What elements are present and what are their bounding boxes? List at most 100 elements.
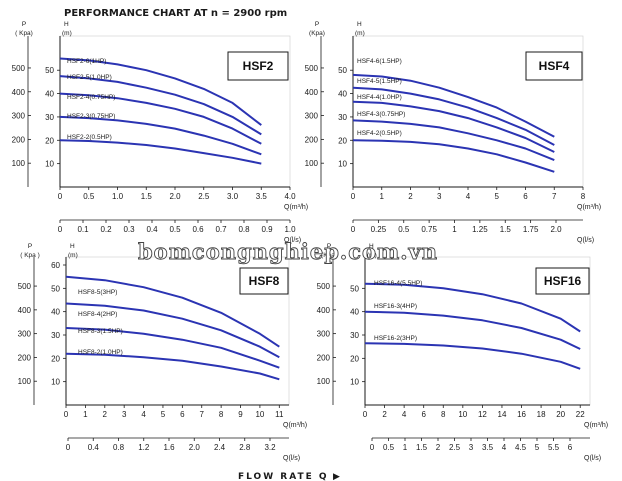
p-axis-unit: (Kpa)	[321, 252, 337, 259]
x-tick-label: 4	[466, 192, 471, 201]
x2-tick-label: 1.5	[416, 443, 428, 452]
x-tick-label: 10	[458, 410, 467, 419]
x-tick-label: 0	[58, 192, 63, 201]
p-tick-label: 200	[305, 135, 319, 144]
p-tick-label: 500	[18, 282, 32, 291]
h-axis-letter: H	[70, 243, 75, 250]
curve-label: HSF4-6(1.5HP)	[357, 58, 402, 65]
curve-hsf8-4-2hp-	[65, 302, 280, 359]
h-tick-label: 50	[51, 284, 60, 293]
x2-tick-label: 0.25	[371, 225, 387, 234]
x-tick-label: 4	[402, 410, 407, 419]
p-tick-label: 100	[305, 159, 319, 168]
x-tick-label: 5	[495, 192, 500, 201]
x2-tick-label: 0.4	[88, 443, 100, 452]
curve-label: HSF8-4(2HP)	[78, 311, 117, 318]
x-tick-label: 2.5	[198, 192, 210, 201]
curve-hsf4-6-1-5hp-	[352, 73, 555, 138]
x-tick-label: 0	[363, 410, 368, 419]
curve-hsf8-5-3hp-	[65, 275, 280, 348]
curve-label: HSF16-4(5.5HP)	[374, 280, 422, 287]
x-tick-label: 0	[351, 192, 356, 201]
curve-label: HSF2-2(0.5HP)	[67, 134, 112, 141]
x2-tick-label: 2.0	[189, 443, 201, 452]
model-title-box	[227, 51, 289, 81]
x-axis-unit: Q(m³/h)	[284, 204, 308, 211]
p-tick-label: 400	[18, 306, 32, 315]
x2-tick-label: 1.75	[523, 225, 539, 234]
x-tick-label: 2	[408, 192, 413, 201]
x-tick-label: 4.0	[284, 192, 296, 201]
h-axis-unit: (m)	[367, 252, 377, 259]
p-axis-letter: P	[28, 243, 32, 250]
x2-tick-label: 2.8	[239, 443, 251, 452]
h-axis-letter: H	[64, 21, 69, 28]
x2-tick-label: 1.0	[284, 225, 296, 234]
x2-tick-label: 0.8	[238, 225, 250, 234]
x-tick-label: 3.5	[256, 192, 268, 201]
curve-hsf4-2-0-5hp-	[352, 139, 555, 173]
h-tick-label: 40	[45, 90, 54, 99]
h-tick-label: 30	[51, 331, 60, 340]
x-tick-label: 3	[437, 192, 442, 201]
p-tick-label: 300	[305, 112, 319, 121]
x2-tick-label: 0.8	[113, 443, 125, 452]
x2-tick-label: 0	[351, 225, 356, 234]
x2-tick-label: 0.6	[192, 225, 204, 234]
x2-tick-label: 2.4	[214, 443, 226, 452]
p-tick-label: 400	[12, 88, 26, 97]
p-tick-label: 100	[12, 159, 26, 168]
h-tick-label: 50	[338, 66, 347, 75]
h-axis-unit: (m)	[68, 252, 78, 259]
curve-label: HSF2-3(0.75HP)	[67, 113, 115, 120]
p-axis-unit: ( Kpa)	[15, 30, 33, 37]
x-tick-label: 22	[576, 410, 585, 419]
p-tick-label: 100	[317, 377, 331, 386]
x2-tick-label: 0.4	[146, 225, 158, 234]
chart-hsf2: P ( Kpa) H (m) 10 20 30 40 50 100 200 300 400 500 0 0.5…	[12, 21, 308, 244]
curve-label: HSF4-2(0.5HP)	[357, 130, 402, 137]
x-tick-label: 11	[275, 410, 284, 419]
h-tick-label: 30	[350, 331, 359, 340]
x-tick-label: 7	[200, 410, 205, 419]
h-tick-label: 10	[51, 378, 60, 387]
x-tick-label: 2	[382, 410, 387, 419]
x2-tick-label: 1	[403, 443, 408, 452]
curve-label: HSF16-3(4HP)	[374, 303, 417, 310]
x-tick-label: 18	[537, 410, 546, 419]
x-tick-label: 6	[421, 410, 426, 419]
x2-tick-label: 3.5	[482, 443, 494, 452]
curve-label: HSF2-4(0.75HP)	[67, 94, 115, 101]
x-tick-label: 7	[552, 192, 557, 201]
x-tick-label: 1.0	[112, 192, 124, 201]
model-title-box	[239, 267, 289, 295]
x-tick-label: 4	[141, 410, 146, 419]
chart-hsf8: P( Kpa )H(m)1020304050601002003004005000…	[18, 243, 307, 462]
p-tick-label: 200	[12, 135, 26, 144]
x2-tick-label: 2.0	[550, 225, 562, 234]
h-axis-unit: (m)	[62, 30, 72, 37]
x2-tick-label: 0.9	[261, 225, 273, 234]
curve-label: HSF16-2(3HP)	[374, 335, 417, 342]
curve-hsf2-2-0-5hp-	[59, 139, 262, 165]
x-tick-label: 12	[478, 410, 487, 419]
x2-tick-label: 2	[436, 443, 441, 452]
x-tick-label: 10	[255, 410, 264, 419]
curve-hsf16-3-4hp-	[364, 310, 581, 350]
h-tick-label: 40	[51, 308, 60, 317]
curve-hsf4-5-1-5hp-	[352, 86, 555, 146]
p-tick-label: 300	[12, 112, 26, 121]
x-tick-label: 1	[83, 410, 88, 419]
h-axis-unit: (m)	[355, 30, 365, 37]
p-tick-label: 200	[18, 353, 32, 362]
x-tick-label: 0	[64, 410, 69, 419]
curve-hsf2-5-1-0hp-	[59, 75, 262, 136]
x-tick-label: 3	[122, 410, 127, 419]
x2-tick-label: 5	[535, 443, 540, 452]
x2-tick-label: 4.5	[515, 443, 527, 452]
model-title: HSF16	[544, 274, 582, 288]
x2-tick-label: 6	[568, 443, 573, 452]
